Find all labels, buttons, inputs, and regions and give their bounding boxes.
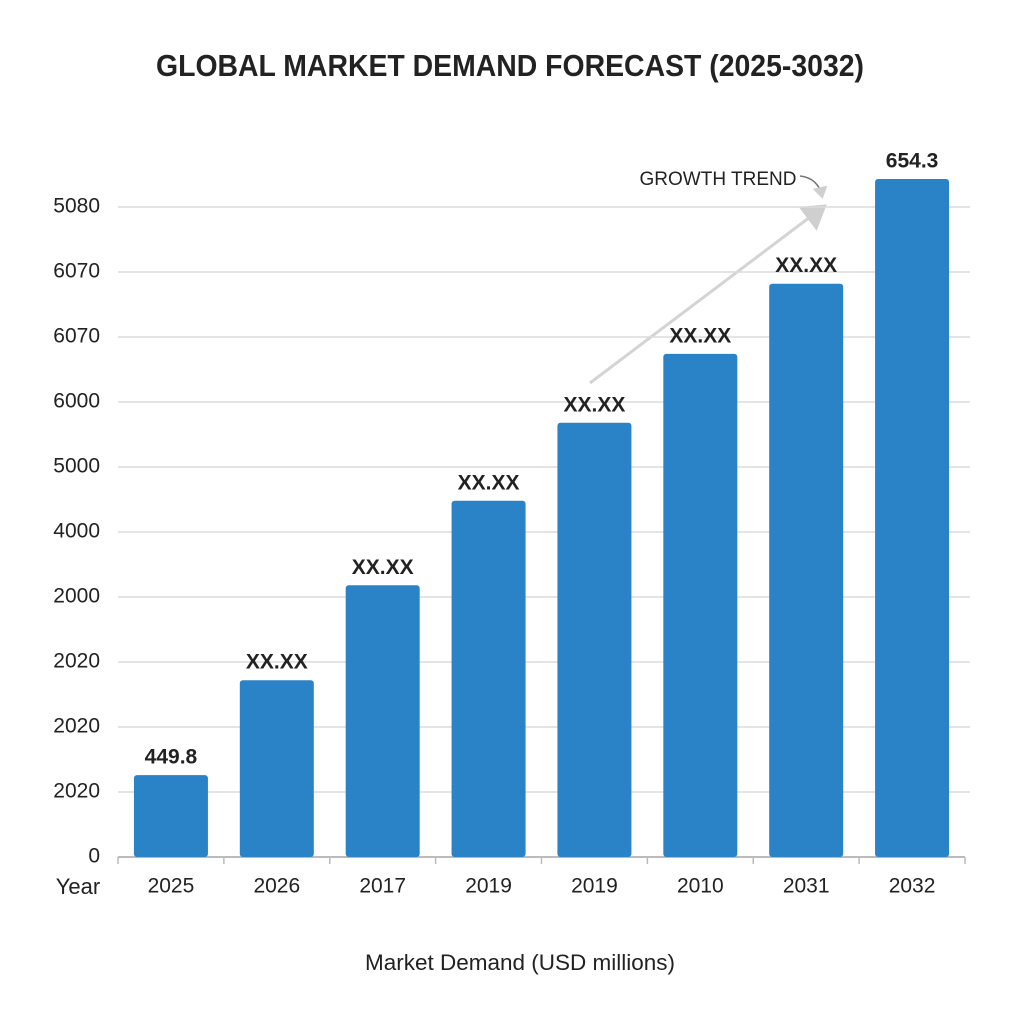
- annotation-arrow: [799, 175, 828, 199]
- y-tick-label: 2000: [53, 585, 100, 608]
- data-label: XX.XX: [669, 324, 731, 347]
- y-tick-label: 6000: [53, 390, 100, 413]
- data-label: XX.XX: [564, 393, 626, 416]
- data-label: XX.XX: [352, 556, 414, 579]
- x-tick-label: 2019: [465, 875, 512, 898]
- y-tick-label: 6070: [53, 260, 100, 283]
- x-tick-label: 2010: [677, 875, 724, 898]
- y-tick-label: 2020: [53, 650, 100, 673]
- bar: [345, 585, 420, 857]
- x-tick-label: 2032: [889, 875, 936, 898]
- bar: [451, 500, 526, 857]
- x-tick-label: 2026: [253, 875, 300, 898]
- x-axis-title: Market Demand (USD millions): [365, 950, 675, 975]
- y-tick-label: 2020: [53, 780, 100, 803]
- x-tick-label: 2025: [148, 875, 195, 898]
- bar: [663, 353, 738, 857]
- bar: [133, 775, 208, 857]
- y-tick-label: 2020: [53, 715, 100, 738]
- trend-arrow: [589, 204, 827, 385]
- chart-title: GLOBAL MARKET DEMAND FORECAST (2025-3032…: [156, 48, 864, 83]
- y-tick-label: 5080: [53, 195, 100, 218]
- data-label: XX.XX: [775, 254, 837, 277]
- annotation: GROWTH TREND: [640, 169, 797, 190]
- bar: [769, 283, 844, 857]
- bar: [875, 179, 950, 858]
- x-tick-label: 2031: [783, 875, 830, 898]
- y-tick-label: 5000: [53, 455, 100, 478]
- y-tick-label: 6070: [53, 325, 100, 348]
- x-tick-label: 2017: [359, 875, 406, 898]
- bar: [557, 422, 632, 857]
- y-axis-title: Year: [56, 874, 100, 899]
- data-label: XX.XX: [458, 471, 520, 494]
- data-label: XX.XX: [246, 651, 308, 674]
- x-tick-label: 2019: [571, 875, 618, 898]
- data-label: 449.8: [145, 746, 198, 769]
- y-tick-label: 0: [88, 845, 100, 868]
- y-tick-label: 4000: [53, 520, 100, 543]
- data-label: 654.3: [886, 150, 939, 173]
- bar: [239, 680, 314, 857]
